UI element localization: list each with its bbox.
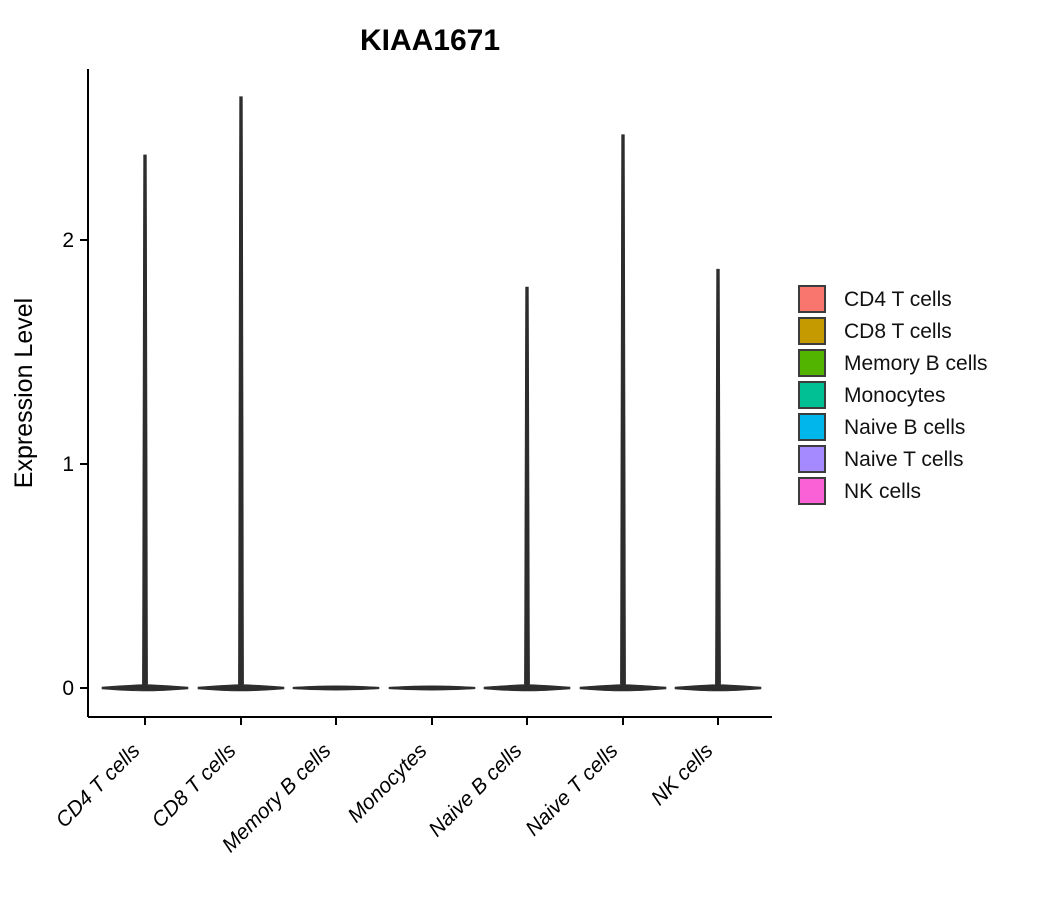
legend-swatch — [798, 477, 826, 505]
legend-swatch — [798, 413, 826, 441]
chart-title: KIAA1671 — [360, 24, 500, 57]
legend-item: Monocytes — [798, 379, 988, 411]
legend-item: Naive B cells — [798, 411, 988, 443]
violin — [197, 96, 285, 692]
violin — [101, 154, 189, 692]
axes: 0 1 2 — [62, 69, 772, 725]
legend-label: Memory B cells — [844, 351, 988, 375]
legend-swatch — [798, 349, 826, 377]
legend-label: NK cells — [844, 479, 922, 503]
legend-label: CD8 T cells — [844, 319, 952, 343]
x-tick-label: Monocytes — [343, 739, 431, 827]
legend-item: CD4 T cells — [798, 283, 988, 315]
violins — [101, 96, 762, 692]
y-tick-label: 0 — [62, 677, 74, 700]
legend-item: NK cells — [798, 475, 988, 507]
violin — [483, 286, 571, 692]
legend-label: Monocytes — [844, 383, 946, 407]
legend-swatch — [798, 445, 826, 473]
y-tick-label: 1 — [62, 453, 74, 476]
x-tick-label: NK cells — [647, 739, 718, 810]
legend-label: Naive T cells — [844, 447, 964, 471]
legend-item: CD8 T cells — [798, 315, 988, 347]
legend-swatch — [798, 317, 826, 345]
y-axis-title: Expression Level — [10, 298, 38, 488]
legend-item: Naive T cells — [798, 443, 988, 475]
y-tick-label: 2 — [62, 229, 74, 252]
legend-swatch — [798, 381, 826, 409]
x-tick-label: Naive B cells — [424, 739, 526, 841]
legend-swatch — [798, 285, 826, 313]
violin — [579, 134, 667, 692]
legend-label: CD4 T cells — [844, 287, 952, 311]
violin — [674, 268, 762, 692]
violin — [292, 685, 380, 691]
legend: CD4 T cells CD8 T cells Memory B cells Mono… — [798, 283, 988, 507]
legend-label: Naive B cells — [844, 415, 966, 439]
x-tick-label: Naive T cells — [521, 739, 623, 841]
legend-item: Memory B cells — [798, 347, 988, 379]
x-tick-label: CD8 T cells — [148, 739, 241, 832]
violin — [388, 685, 476, 691]
x-tick-label: CD4 T cells — [52, 739, 145, 832]
